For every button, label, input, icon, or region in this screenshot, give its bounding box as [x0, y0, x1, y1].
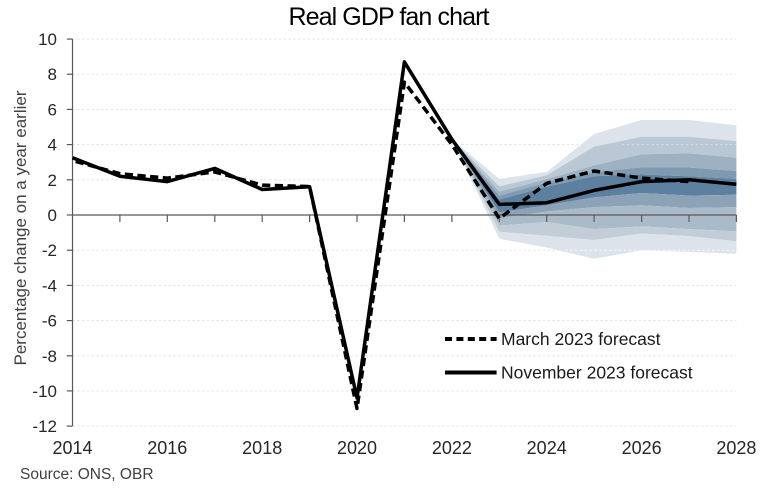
svg-text:2: 2: [48, 171, 57, 190]
svg-text:2026: 2026: [622, 438, 662, 458]
svg-text:March 2023 forecast: March 2023 forecast: [501, 329, 661, 349]
svg-text:-2: -2: [42, 241, 57, 260]
svg-text:4: 4: [48, 136, 57, 155]
svg-text:2024: 2024: [527, 438, 567, 458]
svg-text:10: 10: [38, 30, 57, 49]
svg-text:2022: 2022: [432, 438, 472, 458]
svg-text:Source: ONS, OBR: Source: ONS, OBR: [20, 466, 154, 483]
svg-text:0: 0: [48, 206, 57, 225]
svg-text:Real GDP fan chart: Real GDP fan chart: [288, 3, 489, 31]
svg-text:November 2023 forecast: November 2023 forecast: [501, 362, 693, 382]
svg-text:8: 8: [48, 65, 57, 84]
svg-text:2014: 2014: [52, 438, 92, 458]
svg-text:2028: 2028: [716, 438, 756, 458]
svg-text:2020: 2020: [337, 438, 377, 458]
svg-text:2018: 2018: [242, 438, 282, 458]
svg-text:Percentage change on a year ea: Percentage change on a year earlier: [11, 90, 30, 365]
svg-text:-10: -10: [32, 382, 57, 401]
svg-text:-4: -4: [42, 276, 57, 295]
svg-text:-8: -8: [42, 347, 57, 366]
svg-text:-12: -12: [32, 417, 57, 436]
svg-text:2016: 2016: [147, 438, 187, 458]
svg-text:-6: -6: [42, 312, 57, 331]
svg-text:6: 6: [48, 100, 57, 119]
